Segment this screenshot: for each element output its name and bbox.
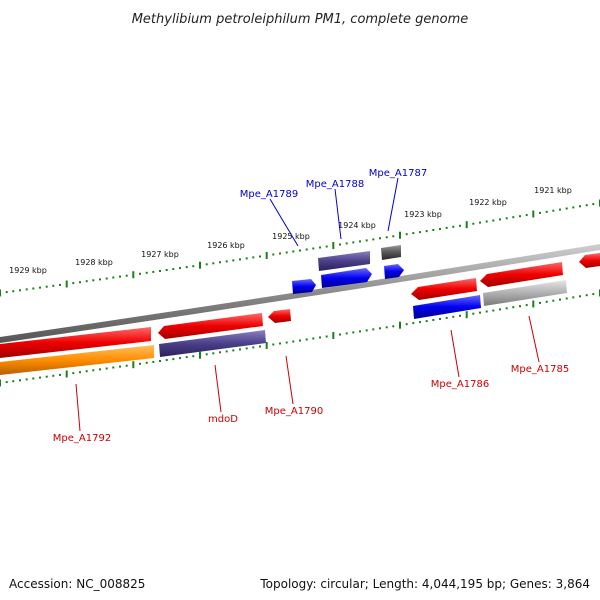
leader-mpe-a1787	[387, 177, 399, 232]
gene-block-blue-a1786[interactable]	[413, 295, 481, 319]
leader-mpe-a1788	[334, 188, 342, 240]
gene-block-red-mid[interactable]	[158, 313, 263, 339]
leader-mdod	[214, 364, 222, 413]
label-mdod[interactable]: mdoD	[208, 414, 238, 425]
tick-label-1925: 1925 kbp	[272, 232, 310, 241]
inner-tick-ring	[0, 289, 600, 387]
topology-text: Topology: circular; Length: 4,044,195 bp…	[260, 577, 590, 591]
tick-label-1921: 1921 kbp	[534, 186, 572, 195]
leader-mpe-a1786	[450, 329, 460, 378]
leader-mpe-a1792	[75, 383, 81, 432]
gene-block-blue-small-right[interactable]	[384, 264, 404, 279]
gene-block-purple-mdod[interactable]	[159, 330, 266, 357]
tick-label-1923: 1923 kbp	[404, 210, 442, 219]
tick-label-1929: 1929 kbp	[9, 266, 47, 275]
label-mpe-a1787[interactable]: Mpe_A1787	[369, 168, 427, 179]
gene-block-gray-a1785[interactable]	[483, 280, 567, 306]
label-mpe-a1792[interactable]: Mpe_A1792	[53, 433, 111, 444]
tick-label-1922: 1922 kbp	[469, 198, 507, 207]
leader-mpe-a1785	[528, 315, 540, 363]
accession-text: Accession: NC_008825	[9, 577, 146, 591]
leader-lines	[75, 177, 540, 432]
label-mpe-a1788[interactable]: Mpe_A1788	[306, 179, 364, 190]
gene-block-red-edge[interactable]	[579, 253, 600, 268]
tick-label-1924: 1924 kbp	[338, 221, 376, 230]
tick-label-1927: 1927 kbp	[141, 250, 179, 259]
gene-block-purple-upper[interactable]	[318, 251, 370, 271]
genes-forward-upper	[292, 245, 404, 294]
tick-label-1926: 1926 kbp	[207, 241, 245, 250]
leader-mpe-a1790	[285, 355, 294, 405]
genes-lower	[0, 253, 600, 375]
gene-block-blue-upper[interactable]	[321, 268, 372, 288]
leader-mpe-a1789	[269, 198, 299, 247]
gene-block-orange[interactable]	[0, 345, 154, 375]
gene-block-red-small[interactable]	[268, 309, 291, 323]
label-mpe-a1785[interactable]: Mpe_A1785	[511, 364, 569, 375]
gene-block-blue-small-left[interactable]	[292, 279, 316, 294]
label-mpe-a1790[interactable]: Mpe_A1790	[265, 406, 323, 417]
tick-label-1928: 1928 kbp	[75, 258, 113, 267]
gene-block-red-a1786[interactable]	[411, 278, 477, 300]
outer-tick-ring	[0, 199, 600, 297]
tick-labels: 1929 kbp 1928 kbp 1927 kbp 1926 kbp 1925…	[9, 186, 572, 275]
label-mpe-a1789[interactable]: Mpe_A1789	[240, 189, 298, 200]
gene-block-dark-gray[interactable]	[381, 245, 401, 260]
gene-block-red-left[interactable]	[0, 327, 151, 358]
map-title: Methylibium petroleiphilum PM1, complete…	[132, 12, 469, 27]
gene-block-red-right[interactable]	[480, 262, 563, 287]
label-mpe-a1786[interactable]: Mpe_A1786	[431, 379, 489, 390]
gene-labels: Mpe_A1789 Mpe_A1788 Mpe_A1787 Mpe_A1792 …	[53, 168, 569, 444]
genome-backbone	[0, 244, 600, 343]
